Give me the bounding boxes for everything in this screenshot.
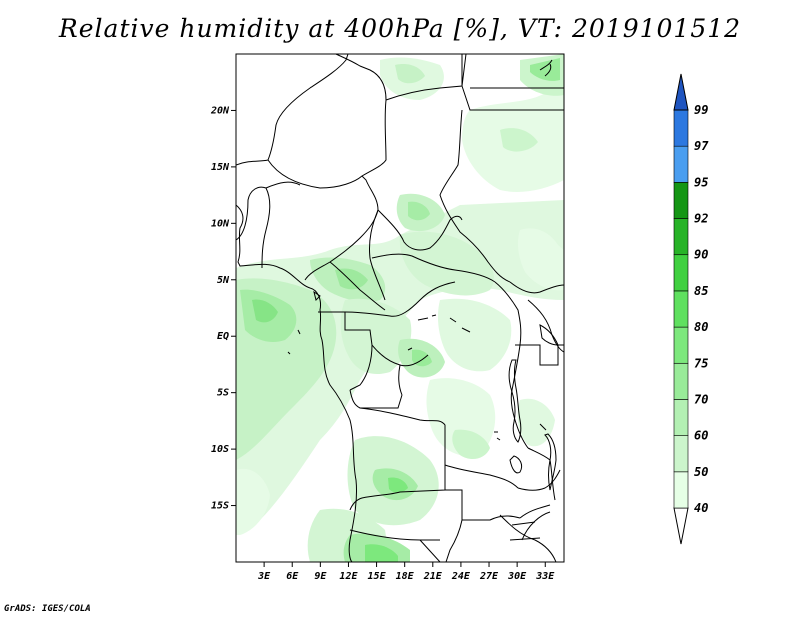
grads-credit: GrADS: IGES/COLA	[4, 604, 91, 614]
colorbar-high-arrow	[673, 73, 689, 111]
lon-tick-label: 21E	[423, 571, 443, 582]
colorbar-segment	[673, 435, 689, 473]
colorbar-segment	[673, 290, 689, 328]
colorbar-segment	[673, 182, 689, 219]
colorbar-low-arrow	[673, 507, 689, 545]
colorbar-label: 97	[694, 139, 709, 153]
colorbar-segment	[673, 254, 689, 292]
colorbar: 40 50 60 70 75 80 85 90 92 95 97 99	[673, 73, 709, 545]
country-borders	[236, 54, 564, 562]
map-title: Relative humidity at 400hPa [%], VT: 201…	[58, 14, 742, 43]
latitude-ticks: 20N 15N 10N 5N EQ 5S 10S 15S	[210, 105, 236, 512]
lat-tick-label: 20N	[210, 105, 230, 116]
lon-tick-label: 6E	[286, 571, 299, 582]
colorbar-segment	[673, 362, 689, 400]
lat-tick-label: 15N	[211, 162, 230, 173]
colorbar-segment	[673, 145, 689, 183]
lon-tick-label: 18E	[396, 571, 415, 582]
colorbar-label: 99	[694, 103, 708, 117]
lat-tick-label: EQ	[217, 331, 229, 342]
colorbar-segment	[673, 326, 689, 364]
colorbar-segment	[673, 109, 689, 147]
longitude-ticks: 3E 6E 9E 12E 15E 18E 21E 24E 27E 30E 33E	[257, 562, 555, 582]
lon-tick-label: 15E	[368, 571, 387, 582]
colorbar-segment	[673, 399, 689, 436]
colorbar-label: 92	[694, 212, 708, 226]
colorbar-label: 90	[694, 248, 708, 262]
colorbar-label: 85	[694, 284, 708, 298]
lon-tick-label: 27E	[479, 571, 499, 582]
lon-tick-label: 12E	[339, 571, 358, 582]
lon-tick-label: 33E	[535, 571, 555, 582]
lat-tick-label: 15S	[211, 501, 229, 512]
lat-tick-label: 5N	[217, 275, 230, 286]
lon-tick-label: 3E	[257, 571, 271, 582]
lon-tick-label: 30E	[507, 571, 527, 582]
colorbar-segment	[673, 218, 689, 256]
lat-tick-label: 5S	[217, 388, 229, 399]
colorbar-label: 75	[694, 356, 708, 370]
colorbar-label: 80	[694, 320, 708, 334]
lat-tick-label: 10S	[211, 444, 229, 455]
lat-tick-label: 10N	[211, 218, 230, 229]
colorbar-label: 40	[694, 501, 708, 515]
colorbar-label: 60	[694, 429, 708, 443]
humidity-shading	[236, 54, 564, 562]
map-frame	[235, 53, 565, 563]
colorbar-label: 50	[694, 465, 708, 479]
lon-tick-label: 24E	[451, 571, 471, 582]
colorbar-label: 70	[694, 392, 708, 406]
lon-tick-label: 9E	[314, 571, 327, 582]
colorbar-segment	[673, 471, 689, 509]
colorbar-label: 95	[694, 175, 708, 189]
